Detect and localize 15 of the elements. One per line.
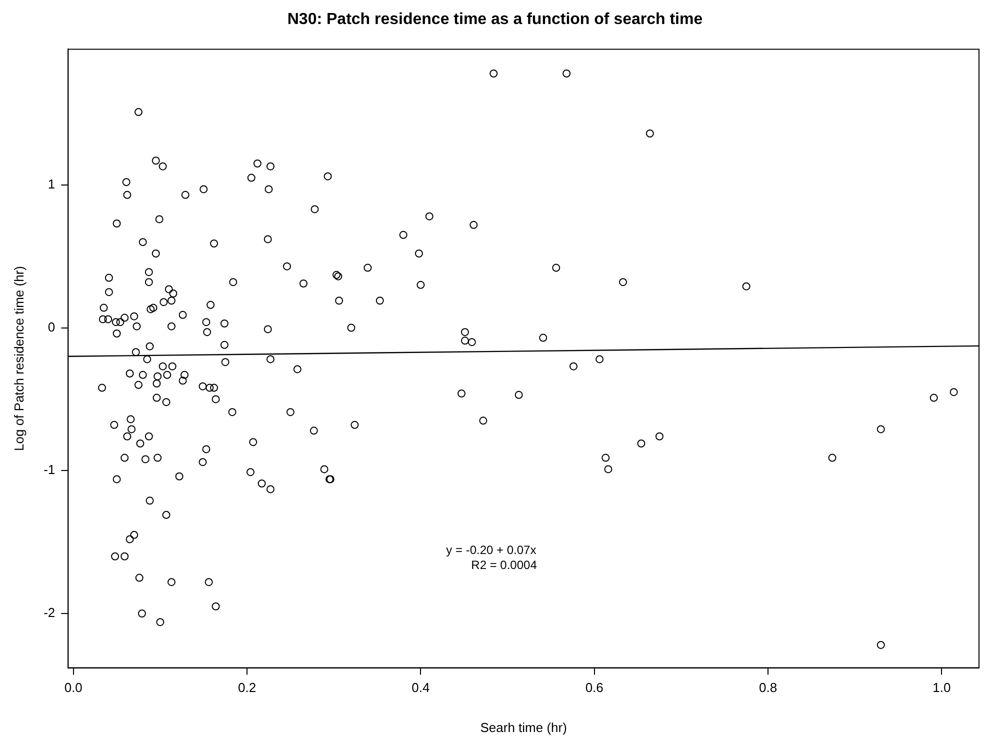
annotation: R2 = 0.0004 [471,558,538,572]
x-axis-title: Searh time (hr) [480,720,567,735]
x-tick-label: 0.2 [238,680,256,696]
x-tick-label: 0.0 [64,680,82,696]
x-tick-label: 1.0 [932,680,951,696]
chart-title: N30: Patch residence time as a function of search time [287,11,703,28]
y-tick-label: -1 [44,462,56,478]
y-tick-label: 0 [48,319,56,334]
x-tick-label: 0.4 [412,680,430,696]
x-tick-label: 0.6 [585,680,604,696]
y-tick-label: -2 [44,605,56,620]
annotation: y = -0.20 + 0.07x [446,543,536,558]
y-axis-title: Log of Patch residence time (hr) [11,266,26,451]
x-tick-label: 0.8 [758,680,778,696]
y-tick-label: 1 [48,176,56,192]
